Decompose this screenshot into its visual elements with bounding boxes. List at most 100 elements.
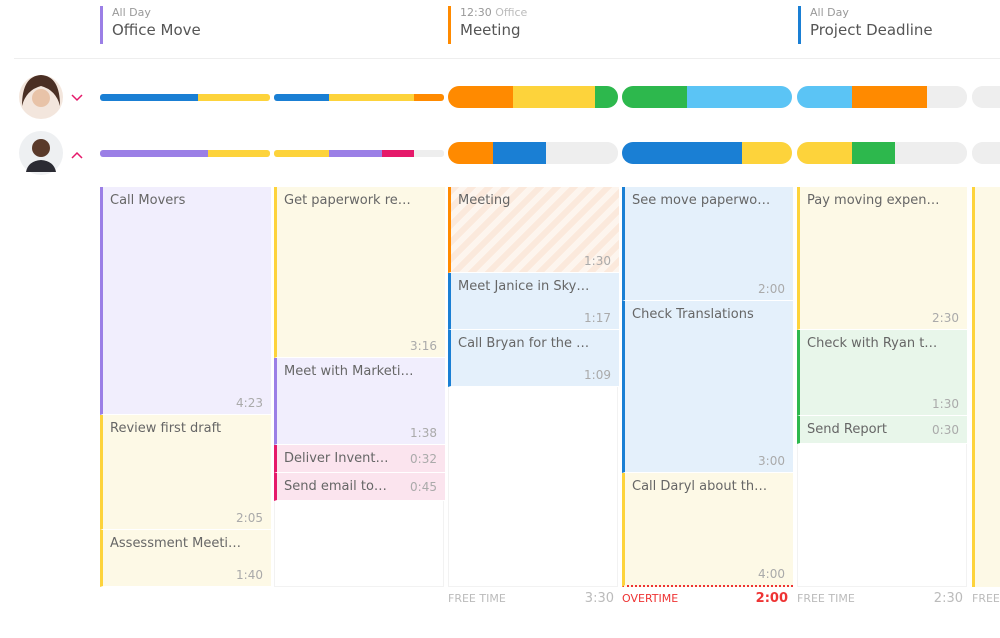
load-bar [274,93,444,101]
task-title: Send email to… [284,479,387,494]
load-segment [414,93,444,101]
task[interactable]: Call Bryan for the … 1:09 [448,330,619,387]
task-title: Deliver Invent… [284,451,389,466]
load-bar [100,149,270,157]
task[interactable]: Assessment Meeti… 1:40 [100,530,271,587]
event[interactable]: All Day Project Deadline [798,6,933,44]
load-segment [448,142,493,164]
task-duration: 0:45 [410,480,437,494]
task-title: See move paperwo… [632,193,771,208]
column-footer: FREE TIME 2:30 [797,591,967,606]
load-segment [414,149,444,157]
task[interactable]: Pay moving expen… 2:30 [797,187,967,330]
load-segment [100,149,208,157]
task-duration: 4:23 [236,396,263,410]
task[interactable]: Send Report 0:30 [797,416,967,444]
task[interactable]: Review first draft 2:05 [100,415,271,530]
task-duration: 3:16 [410,339,437,353]
task-duration: 1:30 [932,397,959,411]
load-segment [595,86,618,108]
event[interactable]: 12:30 Office Meeting [448,6,527,44]
task[interactable]: Meeting 1:30 [448,187,619,273]
task-title: Check with Ryan t… [807,336,938,351]
task-title: Review first draft [110,421,222,436]
event-place: Office [495,6,528,19]
footer-value: 2:30 [933,591,963,606]
footer-label: FREE TIME [972,592,1000,605]
task-title: Meet with Marketi… [284,364,414,379]
task-duration: 1:40 [236,568,263,582]
chevron-down[interactable] [71,94,83,102]
task[interactable]: See move paperwo… 2:00 [622,187,793,301]
event-time: 12:30 Office [460,6,527,19]
load-bar [274,149,444,157]
load-segment [513,86,595,108]
footer-label: FREE TIME [797,592,855,605]
load-bar [448,142,618,164]
chevron-up[interactable] [71,151,83,159]
column-partial-edge [972,187,975,587]
footer-value: 2:00 [755,591,788,606]
task-duration: 3:00 [758,454,785,468]
task-title: Pay moving expen… [807,193,940,208]
load-bar [448,86,618,108]
load-segment [895,142,967,164]
task-title: Call Bryan for the … [458,336,590,351]
load-bar [797,142,967,164]
task[interactable]: Deliver Invent… 0:32 [274,445,445,473]
load-segment [546,142,618,164]
event-time-value: 12:30 [460,6,492,19]
footer-value: 3:30 [584,591,614,606]
task-duration: 4:00 [758,567,785,581]
load-segment [742,142,792,164]
load-segment [972,142,1000,164]
load-bar [100,93,270,101]
footer-label: OVERTIME [622,592,679,605]
load-segment [329,149,382,157]
column-partial [975,187,1000,587]
task-title: Call Movers [110,193,186,208]
load-segment [448,86,513,108]
task-duration: 0:32 [410,452,437,466]
task[interactable]: Send email to… 0:45 [274,473,445,501]
load-segment [198,93,270,101]
task[interactable]: Get paperwork re… 3:16 [274,187,445,358]
task-title: Meeting [458,193,511,208]
task-duration: 1:17 [584,311,611,325]
load-segment [208,149,270,157]
load-bar [622,86,792,108]
task-title: Meet Janice in Sky… [458,279,590,294]
task-duration: 1:38 [410,426,437,440]
load-bar [972,142,1000,164]
task-title: Call Daryl about th… [632,479,768,494]
event-title: Meeting [460,21,521,39]
load-segment [852,86,927,108]
event-time: All Day [810,6,849,19]
task-duration: 2:05 [236,511,263,525]
avatars [19,75,83,175]
load-segment [329,93,414,101]
task[interactable]: Meet with Marketi… 1:38 [274,358,445,445]
load-segment [382,149,414,157]
task[interactable]: Meet Janice in Sky… 1:17 [448,273,619,330]
load-segment [797,142,852,164]
load-segment [972,86,1000,108]
event-title: Project Deadline [810,21,933,39]
task-duration: 2:30 [932,311,959,325]
task-duration: 1:09 [584,368,611,382]
load-bar [972,86,1000,108]
load-bar [797,86,967,108]
task[interactable]: Call Daryl about th… 4:00 [622,473,793,587]
event[interactable]: All Day Office Move [100,6,201,44]
load-segment [622,142,742,164]
task[interactable]: Check Translations 3:00 [622,301,793,473]
load-segment [927,86,967,108]
task-title: Send Report [807,422,887,437]
task[interactable]: Call Movers 4:23 [100,187,271,415]
task[interactable]: Check with Ryan t… 1:30 [797,330,967,416]
task-title: Check Translations [632,307,754,322]
load-segment [100,93,198,101]
load-segment [687,86,792,108]
load-segment [493,142,546,164]
